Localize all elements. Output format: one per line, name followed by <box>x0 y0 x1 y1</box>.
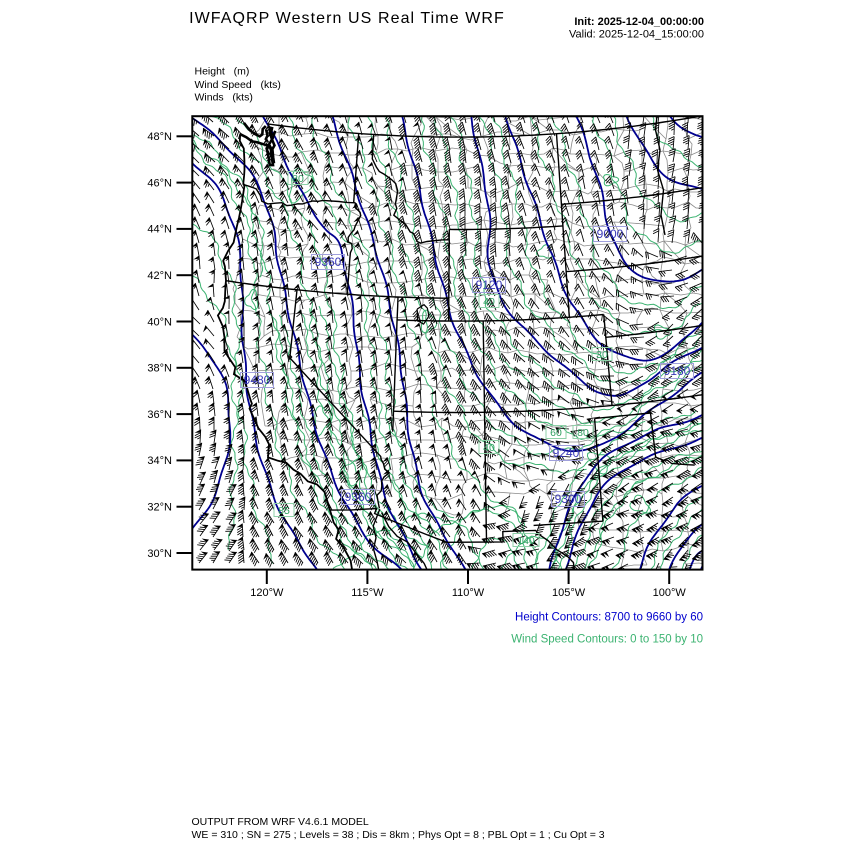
svg-text:110°W: 110°W <box>452 587 485 599</box>
svg-text:Height Contours: 8700 to 9660: Height Contours: 8700 to 9660 by 60 <box>515 612 703 624</box>
svg-text:140: 140 <box>517 535 535 547</box>
svg-text:34°N: 34°N <box>147 455 172 467</box>
svg-text:115°W: 115°W <box>351 587 384 599</box>
svg-text:9240: 9240 <box>553 446 580 460</box>
svg-text:42°N: 42°N <box>147 270 172 282</box>
svg-text:60: 60 <box>550 427 562 439</box>
svg-text:Height (m): Height (m) <box>195 66 250 78</box>
svg-text:105°W: 105°W <box>552 587 586 599</box>
svg-text:Winds (kts): Winds (kts) <box>195 92 253 104</box>
svg-text:100°W: 100°W <box>653 587 687 599</box>
svg-text:9360: 9360 <box>345 490 372 504</box>
svg-text:9480: 9480 <box>244 373 271 387</box>
svg-text:44°N: 44°N <box>147 224 172 236</box>
svg-text:46°N: 46°N <box>147 177 172 189</box>
svg-text:9180: 9180 <box>664 364 691 378</box>
svg-text:38°N: 38°N <box>147 363 172 375</box>
svg-text:40°N: 40°N <box>147 316 172 328</box>
svg-text:80: 80 <box>292 173 304 185</box>
svg-text:48°N: 48°N <box>147 131 172 143</box>
svg-text:40: 40 <box>483 442 495 454</box>
svg-text:9000: 9000 <box>597 227 624 241</box>
svg-text:30°N: 30°N <box>147 548 172 560</box>
svg-text:Wind Speed Contours: 0 to 150: Wind Speed Contours: 0 to 150 by 10 <box>511 634 703 646</box>
svg-text:OUTPUT FROM WRF V4.6.1 MODEL: OUTPUT FROM WRF V4.6.1 MODEL <box>192 816 369 828</box>
svg-text:Wind Speed (kts): Wind Speed (kts) <box>195 79 281 91</box>
svg-text:IWFAQRP Western US Real Time W: IWFAQRP Western US Real Time WRF <box>189 10 505 27</box>
svg-text:WE = 310 ; SN = 275 ; Levels =: WE = 310 ; SN = 275 ; Levels = 38 ; Dis … <box>192 829 605 841</box>
svg-text:30: 30 <box>596 349 608 361</box>
svg-text:36°N: 36°N <box>147 409 172 421</box>
svg-text:40: 40 <box>483 296 495 308</box>
svg-text:9120: 9120 <box>476 278 503 292</box>
svg-text:80: 80 <box>577 427 589 439</box>
svg-text:120°W: 120°W <box>250 587 284 599</box>
svg-text:85: 85 <box>278 505 290 517</box>
svg-text:Init: 2025-12-04_00:00:00: Init: 2025-12-04_00:00:00 <box>574 16 704 28</box>
svg-text:9300: 9300 <box>555 492 582 506</box>
svg-text:32°N: 32°N <box>147 502 172 514</box>
svg-text:9360: 9360 <box>315 255 342 269</box>
svg-text:Valid: 2025-12-04_15:00:00: Valid: 2025-12-04_15:00:00 <box>569 29 704 41</box>
